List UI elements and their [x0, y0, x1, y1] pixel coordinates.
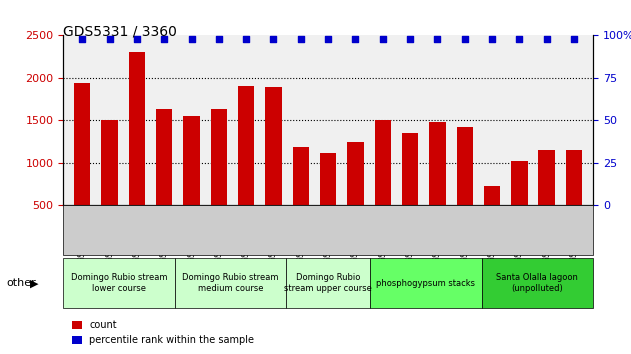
Bar — [211, 109, 227, 248]
Point — [268, 36, 278, 42]
Text: Domingo Rubio
stream upper course: Domingo Rubio stream upper course — [284, 274, 372, 293]
Point — [378, 36, 388, 42]
Text: other: other — [6, 278, 36, 288]
Bar — [238, 86, 254, 248]
Bar — [293, 147, 309, 248]
Point — [405, 36, 415, 42]
Bar — [265, 87, 281, 248]
Point — [159, 36, 169, 42]
Point — [77, 36, 87, 42]
Bar — [320, 153, 336, 248]
Point — [487, 36, 497, 42]
Bar — [347, 142, 363, 248]
Point — [241, 36, 251, 42]
Text: GDS5331 / 3360: GDS5331 / 3360 — [63, 25, 177, 39]
Point — [350, 36, 360, 42]
Bar — [484, 186, 500, 248]
Bar — [156, 109, 172, 248]
Bar — [375, 120, 391, 248]
Point — [214, 36, 224, 42]
Legend: count, percentile rank within the sample: count, percentile rank within the sample — [68, 316, 258, 349]
Bar — [429, 122, 445, 248]
Bar — [511, 161, 528, 248]
Text: Santa Olalla lagoon
(unpolluted): Santa Olalla lagoon (unpolluted) — [497, 274, 578, 293]
Bar — [457, 127, 473, 248]
Point — [514, 36, 524, 42]
Text: phosphogypsum stacks: phosphogypsum stacks — [376, 279, 475, 288]
Text: Domingo Rubio stream
medium course: Domingo Rubio stream medium course — [182, 274, 279, 293]
Bar — [184, 116, 199, 248]
Point — [323, 36, 333, 42]
Text: ▶: ▶ — [30, 278, 39, 288]
Bar — [74, 83, 90, 248]
Bar — [402, 133, 418, 248]
Point — [541, 36, 551, 42]
Bar — [538, 150, 555, 248]
Bar — [102, 120, 118, 248]
Point — [569, 36, 579, 42]
Text: Domingo Rubio stream
lower course: Domingo Rubio stream lower course — [71, 274, 167, 293]
Point — [105, 36, 115, 42]
Bar — [129, 52, 145, 248]
Bar — [566, 150, 582, 248]
Point — [187, 36, 197, 42]
Point — [432, 36, 442, 42]
Point — [296, 36, 306, 42]
Point — [132, 36, 142, 42]
Point — [459, 36, 469, 42]
